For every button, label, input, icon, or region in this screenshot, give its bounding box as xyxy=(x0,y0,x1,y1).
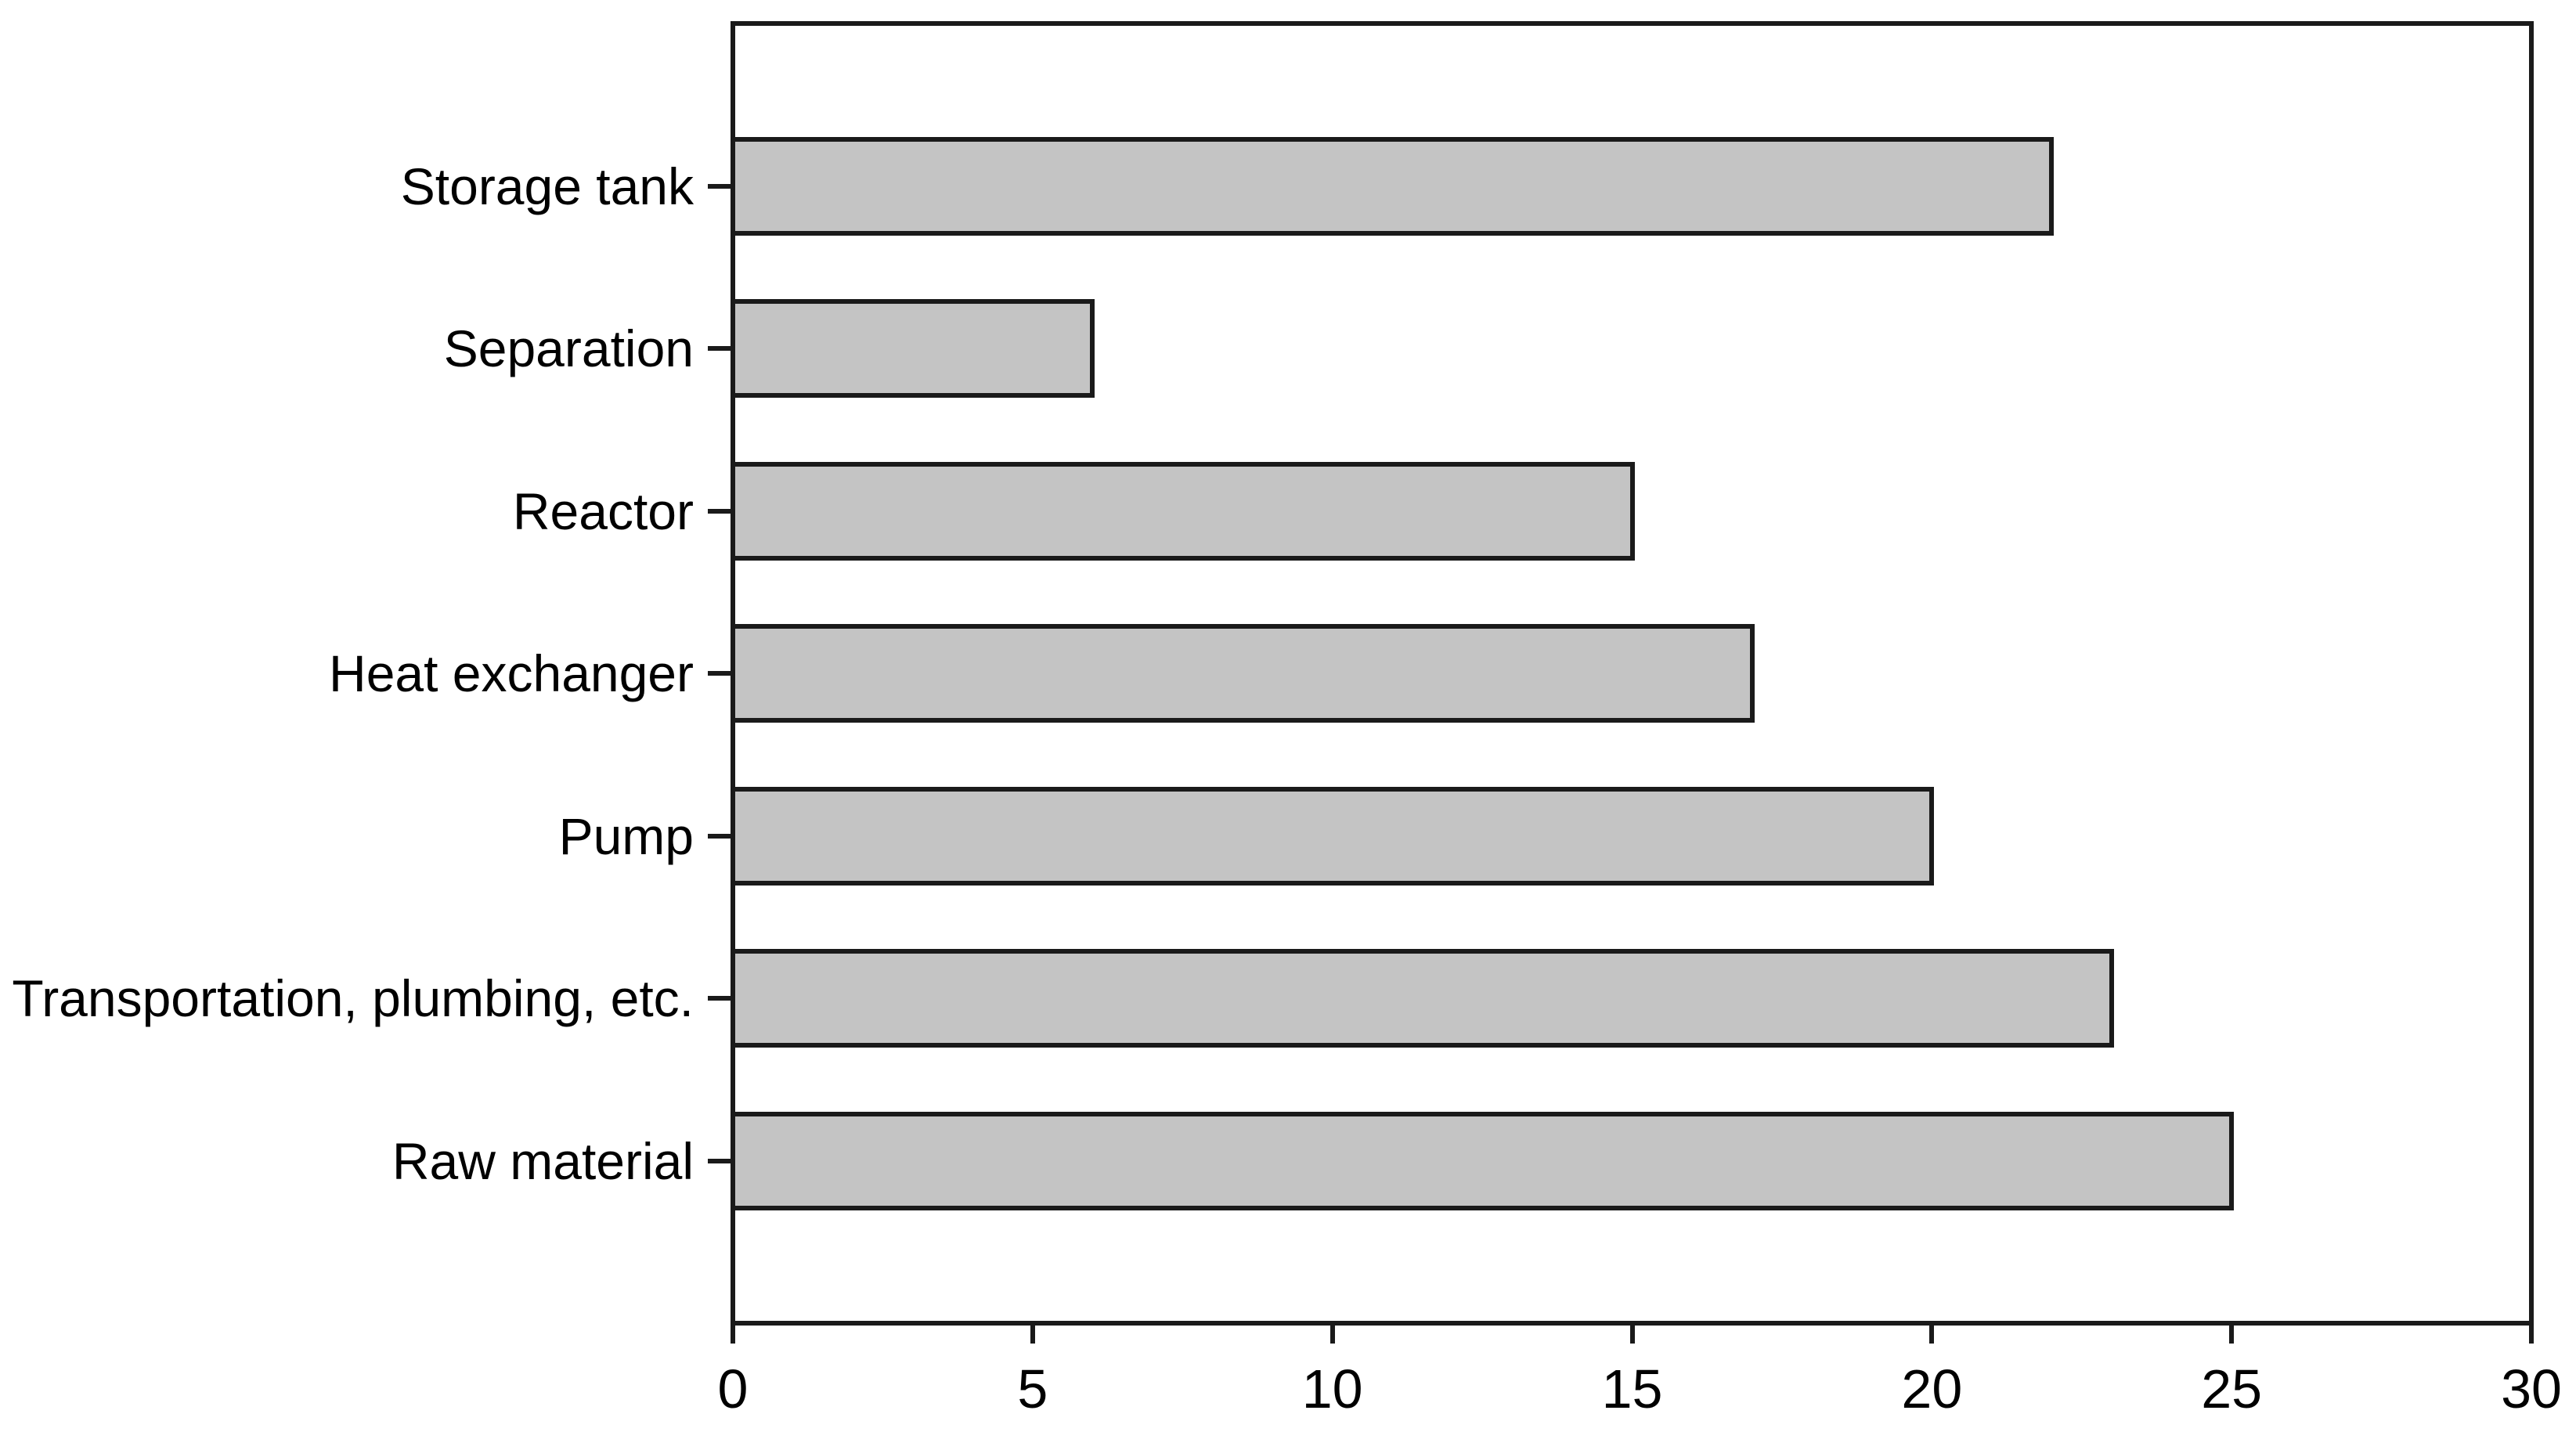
category-label: Transportation, plumbing, etc. xyxy=(12,969,694,1027)
category-label: Storage tank xyxy=(400,157,694,215)
y-axis-tick xyxy=(708,671,733,676)
y-axis-tick xyxy=(708,183,733,189)
x-axis-tick-label: 25 xyxy=(2201,1358,2263,1419)
x-axis-tick xyxy=(2229,1323,2235,1344)
x-axis-tick xyxy=(1030,1323,1035,1344)
x-axis-tick xyxy=(2529,1323,2534,1344)
x-axis-tick-label: 20 xyxy=(1901,1358,1963,1419)
category-label: Separation xyxy=(443,319,694,377)
x-axis-tick xyxy=(1929,1323,1935,1344)
bar xyxy=(731,624,1755,723)
y-axis-tick xyxy=(708,346,733,351)
category-label: Reactor xyxy=(512,482,694,540)
x-axis-tick-label: 30 xyxy=(2501,1358,2562,1419)
bar xyxy=(731,461,1635,561)
x-axis-tick-label: 15 xyxy=(1601,1358,1663,1419)
bar xyxy=(731,786,1934,886)
category-label: Pump xyxy=(558,806,694,865)
x-axis-tick xyxy=(731,1323,735,1344)
category-label: Heat exchanger xyxy=(329,644,694,702)
x-axis-tick-label: 5 xyxy=(1017,1358,1048,1419)
x-axis-tick-label: 10 xyxy=(1301,1358,1363,1419)
category-label: Raw material xyxy=(391,1131,694,1190)
y-axis-tick xyxy=(708,833,733,839)
bar xyxy=(731,136,2054,236)
y-axis-tick xyxy=(708,508,733,514)
bar xyxy=(731,949,2114,1048)
x-axis-tick-label: 0 xyxy=(717,1358,749,1419)
x-axis-tick xyxy=(1629,1323,1635,1344)
x-axis-tick xyxy=(1329,1323,1335,1344)
y-axis-tick xyxy=(708,1158,733,1163)
bar xyxy=(731,299,1095,398)
y-axis-tick xyxy=(708,996,733,1001)
bar xyxy=(731,1111,2234,1210)
